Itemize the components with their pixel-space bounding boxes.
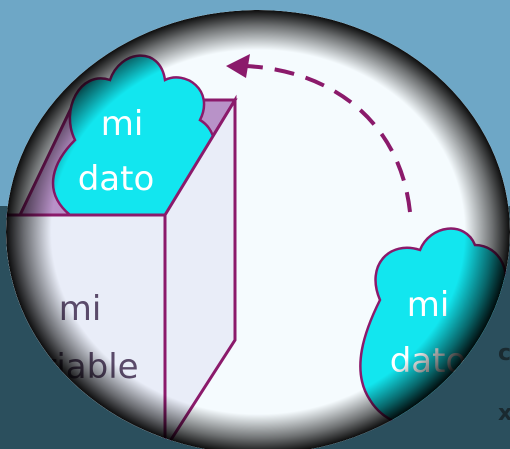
- screenshot: c x mi dato mi variable mi dato: [0, 0, 510, 449]
- edge-text: c: [498, 341, 510, 366]
- edge-text: x: [498, 401, 510, 426]
